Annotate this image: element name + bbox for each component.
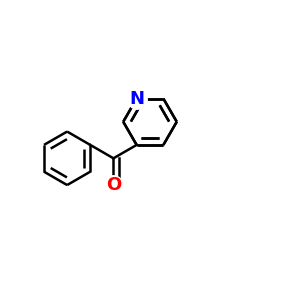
Text: O: O [106, 176, 121, 194]
Text: N: N [129, 90, 144, 108]
